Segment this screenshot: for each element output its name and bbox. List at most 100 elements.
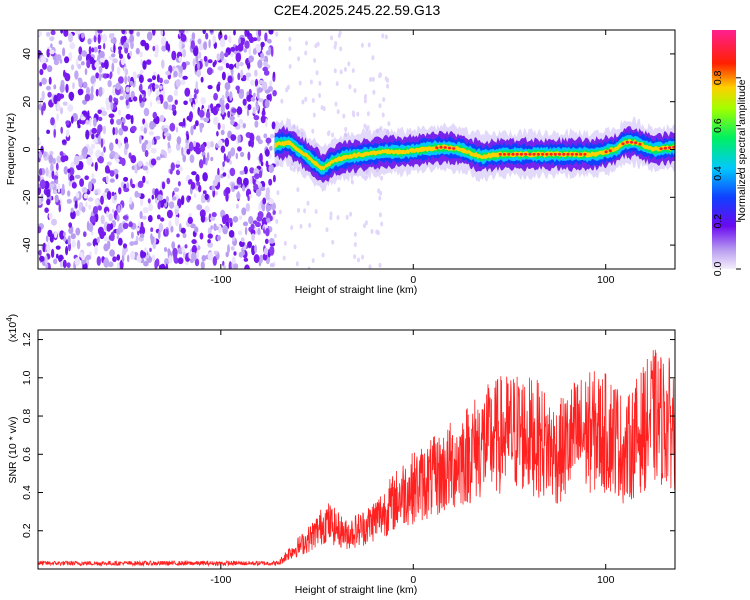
noise-speck <box>109 72 112 80</box>
noise-speck <box>175 163 181 169</box>
ridge-band <box>274 139 675 171</box>
noise-speck <box>156 214 161 220</box>
noise-speck <box>228 35 232 44</box>
colorbar-tick-label: 0.0 <box>712 262 724 277</box>
noise-speck <box>206 152 210 161</box>
noise-speck <box>148 130 154 136</box>
noise-speck <box>201 255 207 262</box>
noise-speck <box>55 54 62 61</box>
noise-speck <box>181 246 185 254</box>
noise-speck <box>134 164 138 174</box>
noise-speck <box>165 228 169 237</box>
noise-speck <box>144 42 150 51</box>
noise-speck <box>264 99 270 108</box>
noise-speck <box>88 222 94 233</box>
noise-speck <box>152 30 156 36</box>
noise-speck <box>152 45 156 52</box>
noise-speck <box>190 40 195 50</box>
noise-speck <box>150 227 154 232</box>
noise-speck <box>160 149 165 156</box>
y-tick-label: 20 <box>21 96 33 108</box>
noise-speck <box>39 68 44 76</box>
noise-speck <box>99 50 105 59</box>
noise-speck <box>353 88 357 94</box>
noise-speck <box>104 165 110 174</box>
noise-speck <box>139 94 143 104</box>
noise-speck <box>240 151 245 158</box>
noise-speck <box>194 258 200 267</box>
noise-speck <box>189 154 195 163</box>
noise-speck <box>182 48 187 58</box>
noise-speck <box>149 101 153 107</box>
noise-speck <box>121 253 125 263</box>
noise-speck <box>239 61 244 67</box>
noise-speck <box>242 98 247 106</box>
noise-speck <box>39 179 46 190</box>
noise-speck <box>130 155 137 164</box>
noise-speck <box>111 53 116 58</box>
noise-speck <box>38 186 42 196</box>
noise-speck <box>152 242 157 249</box>
noise-speck <box>78 155 84 161</box>
ridge-peak <box>528 152 532 156</box>
noise-speck <box>58 40 63 45</box>
noise-speck <box>353 254 357 260</box>
noise-speck <box>203 55 208 62</box>
ridge-peak <box>659 147 663 151</box>
noise-speck <box>106 191 112 200</box>
noise-speck <box>88 204 92 210</box>
noise-speck <box>215 103 221 109</box>
ridge-peak <box>439 145 443 149</box>
y-tick-label: 0.4 <box>21 485 33 500</box>
noise-speck <box>204 193 209 200</box>
noise-speck <box>108 261 114 268</box>
noise-speck <box>154 259 158 269</box>
noise-speck <box>196 69 202 78</box>
noise-speck <box>95 198 100 206</box>
noise-speck <box>97 30 103 34</box>
noise-speck <box>231 183 236 193</box>
noise-speck <box>229 167 236 177</box>
noise-speck <box>293 244 297 250</box>
noise-speck <box>193 124 197 130</box>
noise-speck <box>250 96 256 102</box>
noise-speck <box>263 70 270 76</box>
noise-speck <box>184 244 188 249</box>
noise-speck <box>247 151 251 161</box>
noise-speck <box>213 116 219 126</box>
noise-speck <box>164 258 170 266</box>
noise-speck <box>49 36 55 42</box>
ridge-peak <box>570 152 574 156</box>
noise-speck <box>142 165 148 171</box>
noise-speck <box>50 30 56 36</box>
noise-speck <box>257 59 263 69</box>
noise-speck <box>78 78 83 88</box>
y-tick-label: -20 <box>21 190 33 205</box>
noise-speck <box>46 31 51 37</box>
noise-speck <box>298 80 302 86</box>
noise-speck <box>68 179 72 187</box>
noise-speck <box>109 33 113 39</box>
noise-speck <box>124 47 129 54</box>
noise-speck <box>236 88 240 94</box>
noise-speck <box>98 155 104 164</box>
noise-speck <box>177 198 182 209</box>
ridge-peak <box>663 146 668 150</box>
noise-speck <box>301 99 305 105</box>
noise-speck <box>140 39 147 47</box>
noise-speck <box>38 226 42 234</box>
noise-speck <box>189 97 193 103</box>
noise-speck <box>249 132 254 143</box>
noise-speck <box>229 116 235 121</box>
noise-speck <box>144 149 149 158</box>
noise-speck <box>237 72 241 81</box>
noise-speck <box>118 139 121 149</box>
colorbar: 0.0 0.2 0.4 0.6 0.8 Normalized spectral ampl… <box>712 30 748 276</box>
noise-speck <box>335 81 339 87</box>
snr-ticks: -100 0 100 0.2 0.4 0.6 0.8 1.0 1.2 <box>21 330 675 586</box>
noise-speck <box>169 168 173 175</box>
noise-speck <box>65 83 69 93</box>
noise-speck <box>242 74 247 81</box>
noise-speck <box>269 245 275 256</box>
noise-speck <box>167 94 174 103</box>
